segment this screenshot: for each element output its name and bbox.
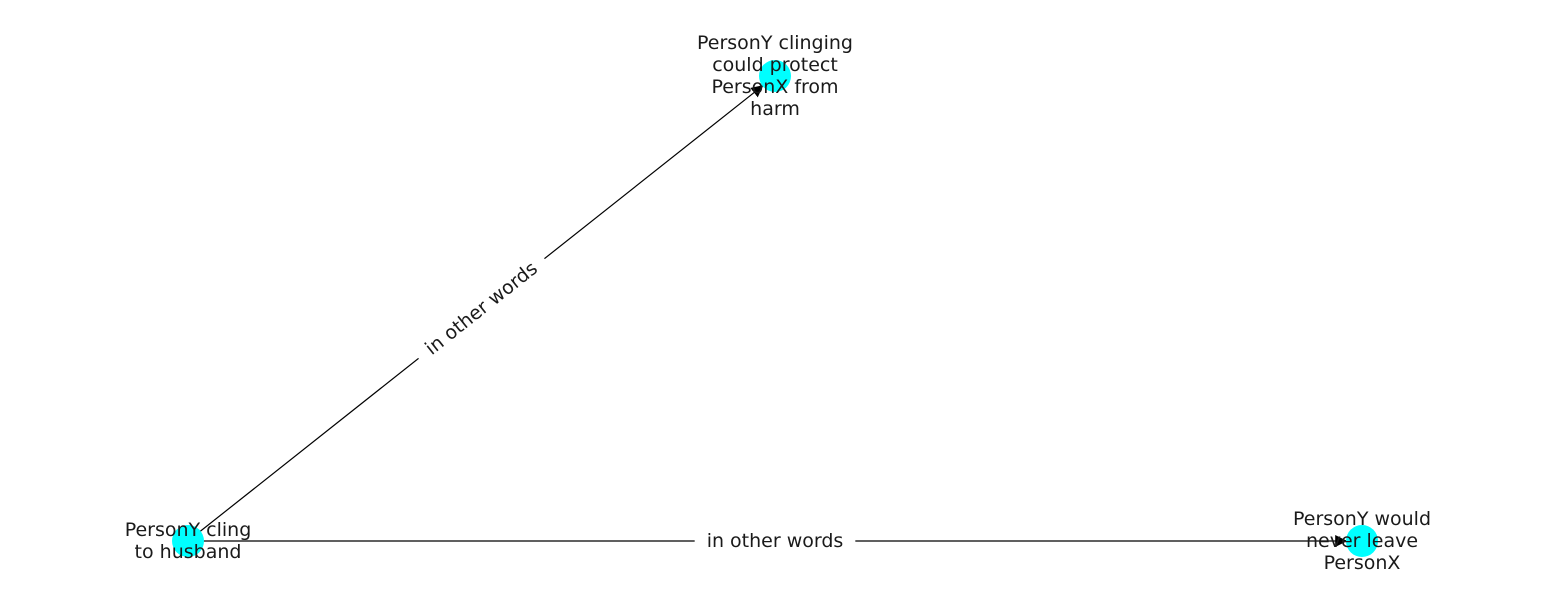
node-label-line: never leave	[1306, 530, 1418, 552]
node-label-n2: PersonY clinging could protect PersonX fro…	[697, 32, 853, 120]
node-label-line: PersonY clinging	[697, 32, 853, 54]
edge-label-background	[694, 526, 856, 556]
node-n2	[759, 60, 791, 92]
node-label-n1: PersonY cling to husband	[125, 519, 252, 563]
node-label-line: PersonY would	[1293, 508, 1431, 530]
edge-label: in other words	[421, 257, 542, 359]
node-label-line: could protect	[712, 54, 838, 76]
labels-layer: in other words in other words PersonY clin…	[125, 32, 1431, 574]
node-n3	[1346, 525, 1378, 557]
nodes-layer	[172, 60, 1378, 557]
edge-label-group-2: in other words	[694, 526, 856, 556]
edge-label: in other words	[707, 530, 844, 552]
edge-label-background	[409, 246, 554, 371]
node-label-line: PersonX from	[711, 76, 838, 98]
node-n1	[172, 525, 204, 557]
edge-label-group-1: in other words	[409, 246, 554, 371]
node-label-line: harm	[750, 98, 800, 120]
edges-layer	[189, 85, 1348, 547]
node-label-line: PersonY cling	[125, 519, 252, 541]
node-label-line: to husband	[135, 541, 242, 563]
node-label-line: PersonX	[1324, 552, 1401, 574]
node-label-n3: PersonY would never leave PersonX	[1293, 508, 1431, 574]
